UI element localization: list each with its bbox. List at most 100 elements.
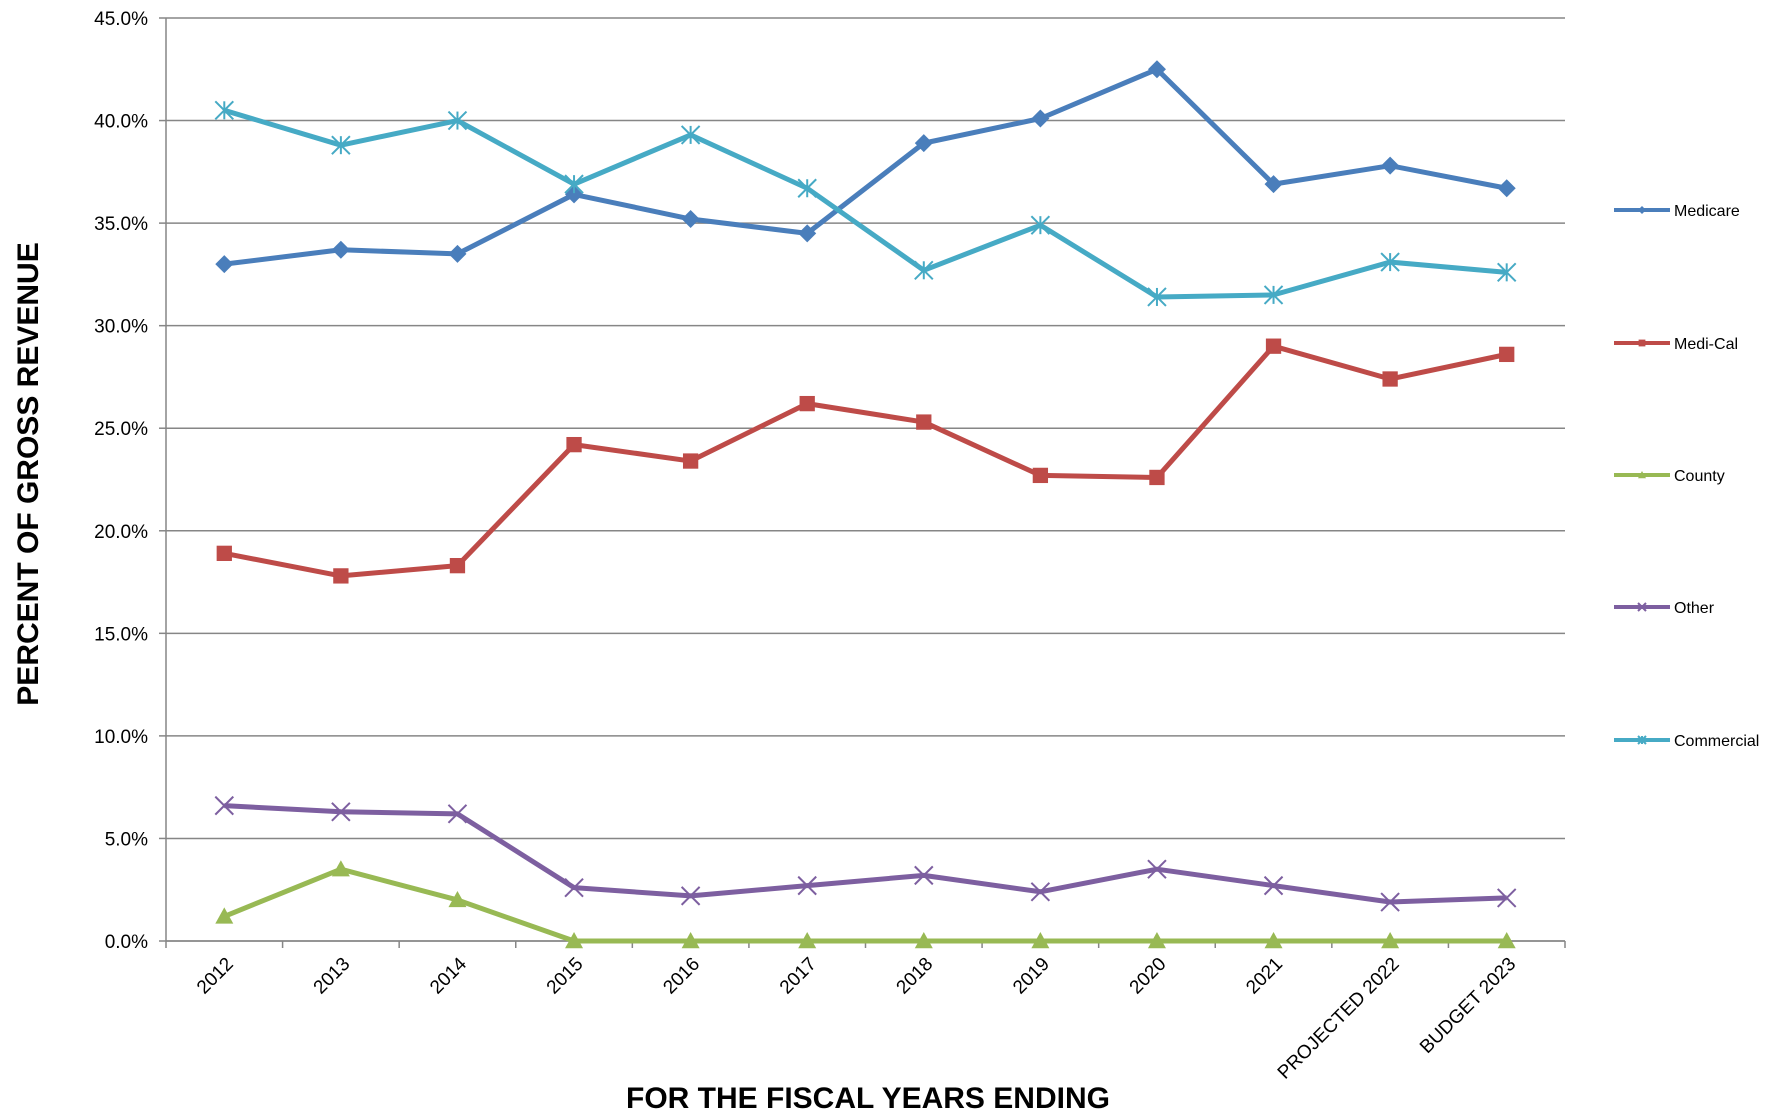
y-tick-label: 45.0%	[94, 9, 148, 30]
x-marker	[214, 795, 234, 816]
x-tick-label: 2021	[1242, 954, 1287, 999]
y-tick-label: 35.0%	[94, 214, 148, 235]
x-marker	[1030, 882, 1051, 902]
x-marker	[331, 802, 351, 822]
legend-item: Medicare	[1614, 203, 1740, 220]
star-marker	[680, 125, 701, 145]
star-marker	[331, 135, 351, 155]
square-marker	[916, 414, 932, 430]
x-marker-stroke	[1147, 859, 1167, 879]
series-medicare	[215, 60, 1516, 274]
x-marker	[1147, 859, 1167, 879]
legend-item: County	[1614, 468, 1725, 485]
x-axis-ticks: 2012 2013 2014 2015 2016 2017 2018 2019 2020 2021…	[193, 953, 1520, 1083]
legend-label: Other	[1674, 600, 1715, 617]
triangle-marker	[1264, 932, 1283, 949]
legend-label: Medicare	[1674, 203, 1740, 220]
triangle-marker	[331, 860, 350, 877]
diamond-marker	[331, 240, 350, 259]
legend-label: Medi-Cal	[1674, 336, 1738, 353]
series-medi-cal	[216, 338, 1515, 584]
triangle-marker	[1638, 471, 1646, 479]
star-marker	[564, 174, 584, 194]
legend: Medicare Medi-Cal County Other Commercial	[1614, 203, 1759, 750]
diamond-marker	[914, 134, 933, 153]
diamond-marker	[1381, 156, 1400, 175]
x-tick-label: 2016	[659, 954, 704, 999]
x-marker	[1380, 892, 1400, 912]
triangle-marker	[798, 932, 817, 949]
x-marker-stroke	[680, 886, 701, 906]
x-marker-stroke	[447, 804, 468, 824]
square-marker	[1499, 346, 1515, 363]
series-line	[223, 866, 1507, 944]
x-marker-stroke	[1030, 882, 1051, 902]
x-tick-label: 2019	[1009, 954, 1054, 999]
star-marker	[1263, 285, 1284, 305]
x-marker-stroke	[331, 802, 351, 822]
series-line	[223, 107, 1507, 300]
legend-label: County	[1674, 468, 1725, 485]
star-marker	[914, 260, 934, 280]
star-marker	[797, 178, 817, 198]
x-tick-label: BUDGET 2023	[1416, 954, 1520, 1058]
x-tick-label: 2012	[193, 954, 238, 999]
triangle-marker	[1381, 932, 1400, 949]
square-marker	[799, 395, 815, 412]
triangle-marker	[681, 932, 700, 949]
x-marker	[797, 875, 817, 896]
diamond-marker	[1031, 109, 1050, 128]
legend-item: Other	[1614, 600, 1715, 617]
x-tick-label: 2014	[426, 953, 471, 998]
y-tick-label: 25.0%	[94, 419, 148, 440]
y-tick-label: 20.0%	[94, 522, 148, 543]
x-tick-label: 2020	[1126, 954, 1171, 999]
series-other	[214, 795, 1517, 912]
triangle-marker	[914, 932, 933, 949]
x-marker-stroke	[1637, 602, 1647, 612]
x-marker	[680, 886, 701, 906]
x-marker	[564, 877, 584, 898]
x-marker	[1497, 888, 1517, 908]
triangle-marker	[448, 890, 467, 908]
triangle-marker	[215, 907, 234, 924]
diamond-marker	[1497, 179, 1516, 198]
square-marker	[333, 568, 349, 584]
square-marker	[1149, 469, 1165, 486]
y-axis-title: PERCENT OF GROSS REVENUE	[12, 242, 45, 705]
y-tick-label: 40.0%	[94, 112, 148, 133]
x-marker	[914, 865, 934, 886]
triangle-marker	[565, 932, 584, 949]
square-marker	[1032, 467, 1049, 484]
diamond-marker	[1638, 206, 1646, 214]
series-line	[223, 343, 1508, 579]
x-marker-stroke	[214, 795, 234, 816]
x-marker	[1263, 875, 1284, 896]
x-marker	[1637, 602, 1647, 612]
square-marker	[449, 557, 466, 574]
x-axis-title: FOR THE FISCAL YEARS ENDING	[626, 1082, 1110, 1115]
x-marker-stroke	[1263, 875, 1284, 896]
x-tick-label: 2017	[776, 954, 821, 999]
x-marker-stroke	[1380, 892, 1400, 912]
diamond-marker	[1147, 60, 1166, 79]
legend-item: Commercial	[1614, 733, 1759, 750]
y-axis-ticks: 0.0% 5.0% 10.0% 15.0% 20.0% 25.0% 30.0% 35.0% 40…	[94, 9, 148, 953]
triangle-marker	[1031, 932, 1050, 949]
y-tick-label: 10.0%	[94, 727, 148, 748]
diamond-marker	[448, 244, 467, 263]
star-marker	[1030, 215, 1051, 235]
legend-item: Medi-Cal	[1614, 336, 1738, 353]
star-marker	[214, 100, 234, 121]
star-marker	[447, 110, 468, 131]
square-marker	[1382, 371, 1398, 387]
y-tick-label: 15.0%	[94, 624, 148, 645]
x-marker-stroke	[797, 875, 817, 896]
series-layer	[214, 60, 1517, 949]
diamond-marker	[1264, 175, 1283, 194]
square-marker	[566, 436, 582, 453]
y-tick-label: 30.0%	[94, 317, 148, 338]
x-marker-stroke	[914, 865, 934, 886]
gridlines	[159, 17, 1566, 948]
